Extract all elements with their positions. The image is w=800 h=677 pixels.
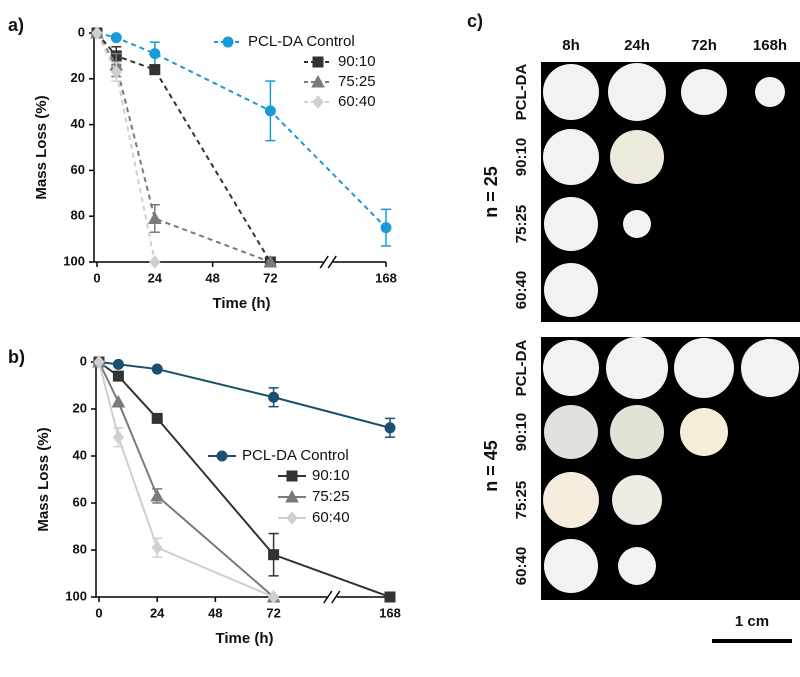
marker [312, 56, 324, 68]
y-tick-label: 80 [71, 208, 85, 223]
marker [110, 65, 122, 79]
marker [112, 370, 124, 382]
y-tick-label: 80 [73, 541, 87, 556]
legend-label: 90:10 [312, 467, 350, 484]
x-tick-label: 72 [266, 605, 280, 620]
marker [93, 355, 105, 369]
group-label: n = 25 [481, 166, 501, 218]
series-line [96, 32, 387, 229]
column-header: 24h [624, 37, 650, 54]
panel-label: b) [8, 347, 25, 367]
marker [151, 412, 163, 424]
x-axis-title: Time (h) [212, 295, 270, 312]
legend-label: 75:25 [338, 73, 376, 90]
marker [312, 95, 324, 109]
axis-break [319, 255, 329, 269]
series-line [96, 32, 156, 263]
x-tick-label: 24 [150, 605, 165, 620]
column-header: 168h [753, 37, 787, 54]
x-tick-label: 168 [379, 605, 401, 620]
axis-break [323, 590, 333, 604]
y-tick-label: 100 [63, 253, 85, 268]
marker [222, 36, 234, 48]
marker [267, 590, 280, 604]
panel-label: a) [8, 15, 24, 35]
samples [543, 63, 799, 593]
series-line [96, 32, 272, 263]
legend-label: PCL-DA Control [242, 447, 349, 464]
marker [149, 255, 161, 269]
column-header: 8h [562, 37, 580, 54]
y-tick-label: 20 [71, 70, 85, 85]
row-label: 90:10 [513, 413, 530, 451]
marker [147, 211, 162, 224]
axis-break [327, 255, 337, 269]
y-tick-label: 40 [71, 116, 85, 131]
marker [380, 222, 392, 234]
x-tick-label: 48 [208, 605, 222, 620]
y-tick-label: 20 [73, 400, 87, 415]
marker [91, 26, 103, 40]
group-label: n = 45 [481, 440, 501, 492]
scale-bar-label: 1 cm [735, 613, 769, 630]
row-label: 90:10 [513, 138, 530, 176]
marker [150, 488, 165, 502]
y-axis-title: Mass Loss (%) [33, 95, 50, 199]
marker [268, 549, 280, 561]
marker [151, 363, 163, 375]
x-tick-label: 24 [148, 270, 163, 285]
x-tick-label: 168 [375, 270, 397, 285]
marker [263, 254, 278, 268]
marker [149, 64, 161, 76]
row-label: 60:40 [513, 547, 530, 585]
row-label: PCL-DA [513, 64, 530, 121]
legend-label: 60:40 [338, 93, 376, 110]
x-tick-label: 48 [205, 270, 219, 285]
x-tick-label: 0 [93, 270, 100, 285]
x-tick-label: 72 [263, 270, 277, 285]
marker [110, 32, 122, 44]
row-label: 60:40 [513, 271, 530, 309]
marker [268, 391, 280, 403]
marker [311, 74, 325, 88]
y-tick-label: 100 [65, 588, 87, 603]
row-label: 75:25 [513, 205, 530, 243]
x-tick-label: 0 [95, 605, 102, 620]
marker [111, 394, 126, 408]
marker [151, 540, 163, 555]
legend-label: 90:10 [338, 53, 376, 70]
marker [216, 450, 228, 462]
marker [384, 591, 396, 603]
y-tick-label: 40 [73, 447, 87, 462]
row-label: PCL-DA [513, 340, 530, 397]
marker [286, 511, 298, 525]
y-tick-label: 60 [73, 494, 87, 509]
marker [112, 358, 124, 370]
y-axis-title: Mass Loss (%) [35, 427, 52, 531]
axis-break [331, 590, 341, 604]
marker [285, 489, 299, 503]
series-line [98, 361, 391, 429]
legend-label: 60:40 [312, 509, 350, 526]
column-header: 72h [691, 37, 717, 54]
x-axis-title: Time (h) [215, 630, 273, 647]
marker [264, 105, 276, 117]
marker [112, 430, 125, 444]
legend-label: PCL-DA Control [248, 33, 355, 50]
y-tick-label: 0 [80, 353, 87, 368]
marker [149, 48, 161, 60]
series-line [98, 361, 274, 598]
marker [286, 470, 298, 482]
series-line [98, 361, 275, 598]
axis-break-gap [326, 591, 337, 603]
axis-break-gap [323, 256, 334, 268]
series-line [96, 32, 271, 263]
y-tick-label: 0 [78, 24, 85, 39]
row-label: 75:25 [513, 481, 530, 519]
legend-label: 75:25 [312, 488, 350, 505]
panel-label: c) [467, 11, 483, 31]
y-tick-label: 60 [71, 162, 85, 177]
marker [384, 422, 396, 434]
